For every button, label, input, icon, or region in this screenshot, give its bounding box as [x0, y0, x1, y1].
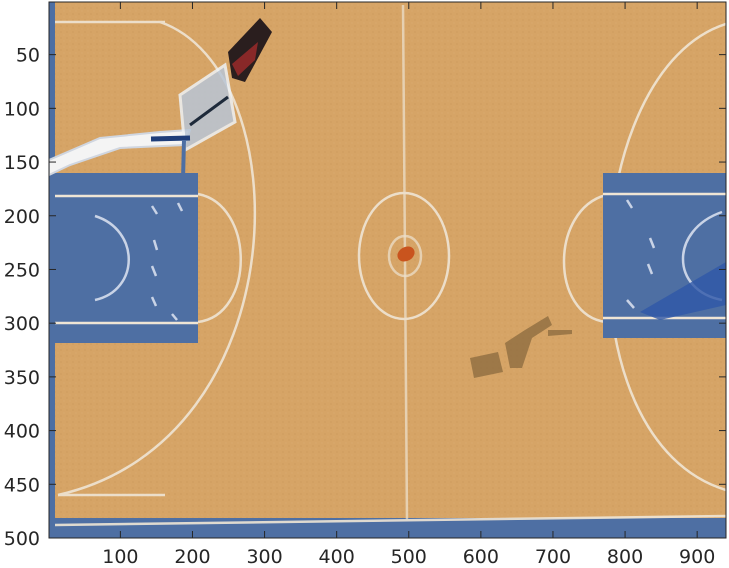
y-tick-label: 300 — [4, 313, 40, 335]
y-tick-label: 50 — [16, 45, 40, 67]
y-tick-label: 200 — [4, 206, 40, 228]
x-tick-label: 500 — [391, 546, 427, 568]
x-tick-label: 800 — [607, 546, 643, 568]
y-tick-label: 400 — [4, 421, 40, 443]
paint-left — [55, 173, 198, 343]
y-tick-label: 500 — [4, 528, 40, 550]
court-border-left — [49, 2, 55, 538]
y-tick-label: 450 — [4, 474, 40, 496]
y-tick-label: 250 — [4, 259, 40, 281]
y-tick-label: 350 — [4, 367, 40, 389]
x-tick-label: 900 — [679, 546, 715, 568]
y-tick-label: 150 — [4, 152, 40, 174]
x-tick-label: 200 — [174, 546, 210, 568]
x-tick-label: 600 — [463, 546, 499, 568]
x-tick-label: 700 — [535, 546, 571, 568]
x-tick-label: 400 — [319, 546, 355, 568]
x-tick-label: 100 — [102, 546, 138, 568]
x-tick-label: 300 — [246, 546, 282, 568]
y-tick-label: 100 — [4, 98, 40, 120]
court-photo — [49, 2, 726, 538]
